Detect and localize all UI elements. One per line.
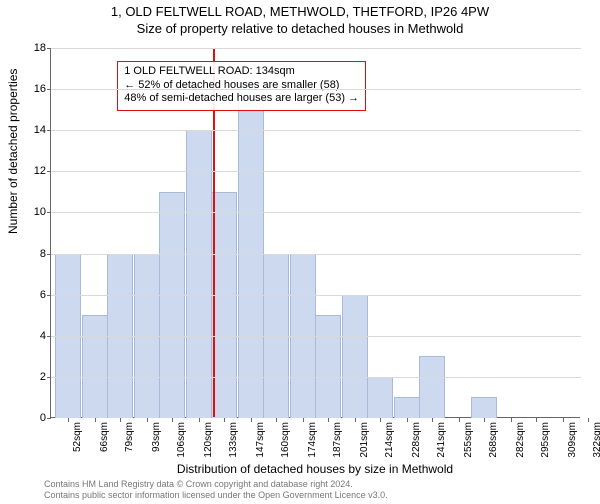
- x-tick-label: 52sqm: [72, 422, 83, 452]
- x-tick-label: 309sqm: [567, 422, 578, 458]
- y-tick-mark: [47, 254, 51, 255]
- x-tick-mark: [588, 418, 589, 422]
- annotation-line1: 1 OLD FELTWELL ROAD: 134sqm: [124, 65, 359, 79]
- x-tick-mark: [459, 418, 460, 422]
- x-tick-mark: [328, 418, 329, 422]
- y-tick-mark: [47, 295, 51, 296]
- x-tick-label: 255sqm: [463, 422, 474, 458]
- gridline: [51, 48, 581, 49]
- y-tick-mark: [47, 377, 51, 378]
- x-tick-label: 295sqm: [540, 422, 551, 458]
- y-tick-label: 10: [34, 206, 46, 218]
- histogram-chart: 1 OLD FELTWELL ROAD: 134sqm ← 52% of det…: [50, 48, 580, 418]
- x-tick-mark: [380, 418, 381, 422]
- x-tick-mark: [120, 418, 121, 422]
- y-tick-mark: [47, 212, 51, 213]
- footer-attribution: Contains HM Land Registry data © Crown c…: [44, 479, 388, 500]
- page-title-address: 1, OLD FELTWELL ROAD, METHWOLD, THETFORD…: [0, 4, 600, 19]
- x-tick-label: 322sqm: [592, 422, 600, 458]
- x-tick-label: 201sqm: [359, 422, 370, 458]
- histogram-bar: [471, 397, 497, 418]
- histogram-bar: [82, 315, 108, 418]
- x-tick-mark: [407, 418, 408, 422]
- x-tick-mark: [484, 418, 485, 422]
- plot-area: 1 OLD FELTWELL ROAD: 134sqm ← 52% of det…: [50, 48, 580, 418]
- y-axis-label: Number of detached properties: [6, 69, 20, 234]
- y-tick-label: 18: [34, 42, 46, 54]
- y-tick-label: 2: [40, 371, 46, 383]
- x-tick-mark: [355, 418, 356, 422]
- x-tick-label: 187sqm: [332, 422, 343, 458]
- x-tick-mark: [276, 418, 277, 422]
- x-tick-label: 79sqm: [124, 422, 135, 452]
- y-tick-label: 12: [34, 165, 46, 177]
- gridline: [51, 377, 581, 378]
- y-tick-mark: [47, 89, 51, 90]
- footer-line1: Contains HM Land Registry data © Crown c…: [44, 479, 388, 489]
- x-tick-label: 241sqm: [436, 422, 447, 458]
- x-tick-mark: [95, 418, 96, 422]
- y-tick-mark: [47, 418, 51, 419]
- y-tick-label: 6: [40, 289, 46, 301]
- y-tick-label: 14: [34, 124, 46, 136]
- histogram-bar: [419, 356, 445, 418]
- annotation-line2: ← 52% of detached houses are smaller (58…: [124, 79, 359, 93]
- histogram-bar: [367, 377, 393, 418]
- x-tick-label: 282sqm: [515, 422, 526, 458]
- x-tick-mark: [303, 418, 304, 422]
- y-tick-label: 8: [40, 248, 46, 260]
- histogram-bar: [342, 295, 368, 418]
- x-tick-mark: [147, 418, 148, 422]
- x-tick-label: 120sqm: [203, 422, 214, 458]
- x-tick-label: 174sqm: [307, 422, 318, 458]
- gridline: [51, 254, 581, 255]
- page-title-subtitle: Size of property relative to detached ho…: [0, 21, 600, 36]
- annotation-box: 1 OLD FELTWELL ROAD: 134sqm ← 52% of det…: [117, 61, 366, 111]
- histogram-bar: [159, 192, 185, 418]
- histogram-bar: [186, 130, 212, 418]
- y-tick-mark: [47, 171, 51, 172]
- histogram-bar: [394, 397, 420, 418]
- x-tick-mark: [199, 418, 200, 422]
- histogram-bar: [315, 315, 341, 418]
- x-tick-mark: [563, 418, 564, 422]
- x-tick-mark: [511, 418, 512, 422]
- x-tick-mark: [224, 418, 225, 422]
- x-tick-label: 147sqm: [255, 422, 266, 458]
- x-tick-label: 106sqm: [176, 422, 187, 458]
- gridline: [51, 295, 581, 296]
- x-axis-label: Distribution of detached houses by size …: [50, 462, 580, 476]
- x-tick-label: 160sqm: [280, 422, 291, 458]
- y-tick-mark: [47, 48, 51, 49]
- x-tick-mark: [536, 418, 537, 422]
- x-tick-mark: [432, 418, 433, 422]
- gridline: [51, 171, 581, 172]
- x-tick-mark: [172, 418, 173, 422]
- x-tick-mark: [251, 418, 252, 422]
- x-tick-label: 66sqm: [99, 422, 110, 452]
- y-tick-label: 16: [34, 83, 46, 95]
- y-tick-mark: [47, 130, 51, 131]
- x-tick-label: 228sqm: [411, 422, 422, 458]
- footer-line2: Contains public sector information licen…: [44, 490, 388, 500]
- gridline: [51, 212, 581, 213]
- x-tick-mark: [68, 418, 69, 422]
- y-tick-mark: [47, 336, 51, 337]
- x-tick-label: 133sqm: [228, 422, 239, 458]
- annotation-line3: 48% of semi-detached houses are larger (…: [124, 92, 359, 106]
- gridline: [51, 130, 581, 131]
- y-tick-label: 0: [40, 412, 46, 424]
- gridline: [51, 89, 581, 90]
- y-tick-label: 4: [40, 330, 46, 342]
- x-tick-label: 214sqm: [384, 422, 395, 458]
- x-tick-label: 268sqm: [488, 422, 499, 458]
- gridline: [51, 336, 581, 337]
- x-tick-label: 93sqm: [151, 422, 162, 452]
